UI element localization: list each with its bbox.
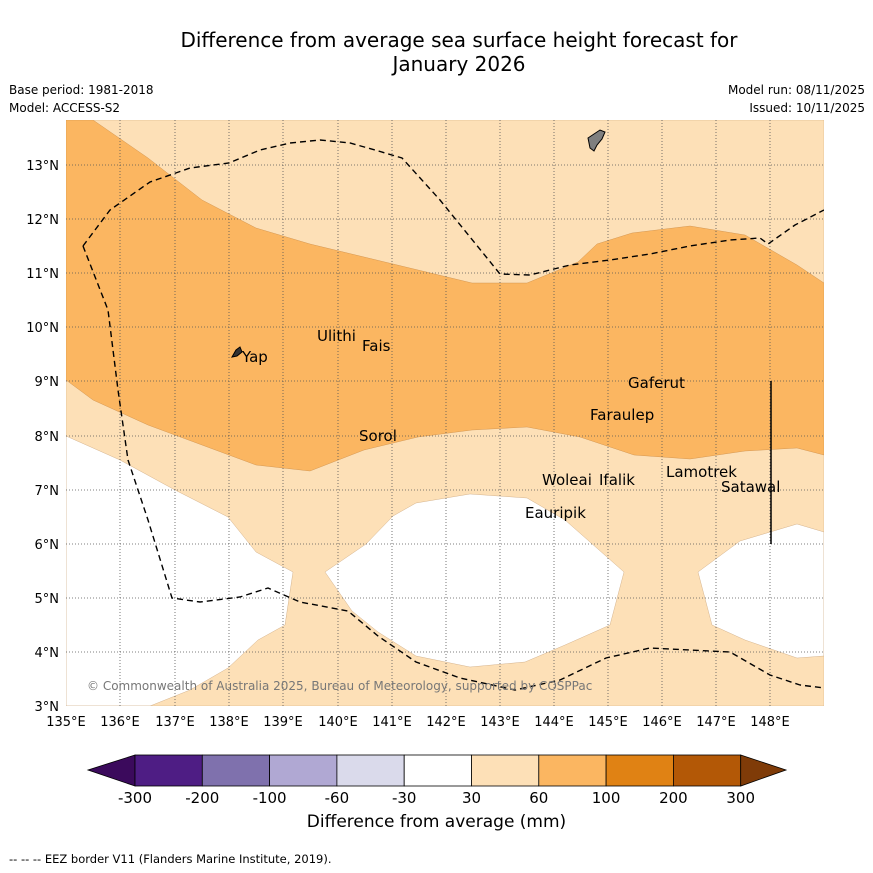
colorbar-title: Difference from average (mm) (306, 812, 567, 832)
copyright-text: © Commonwealth of Australia 2025, Bureau… (87, 679, 592, 693)
meta-left: Base period: 1981-2018 Model: ACCESS-S2 (9, 81, 154, 117)
svg-text:3°N: 3°N (35, 700, 60, 715)
place-ulithi: Ulithi (317, 327, 356, 345)
svg-text:-60: -60 (325, 789, 350, 807)
place-lamotrek: Lamotrek (666, 463, 737, 481)
colorbar-bin (201, 754, 271, 787)
svg-text:-30: -30 (392, 789, 417, 807)
svg-text:137°E: 137°E (155, 715, 195, 730)
issued-date: Issued: 10/11/2025 (749, 101, 865, 115)
title-line-1: Difference from average sea surface heig… (180, 28, 738, 52)
svg-text:10°N: 10°N (26, 321, 59, 336)
place-eauripik: Eauripik (525, 504, 586, 522)
svg-text:141°E: 141°E (372, 715, 412, 730)
eez-footnote: -- -- -- EEZ border V11 (Flanders Marine… (9, 852, 332, 866)
colorbar-bin (403, 754, 472, 787)
place-sorol: Sorol (359, 427, 397, 445)
colorbar-bin (471, 754, 540, 787)
place-labels: Yap Ulithi Fais Sorol Gaferut Faraulep L… (241, 327, 780, 522)
colorbar-bin (134, 754, 203, 787)
svg-text:12°N: 12°N (26, 213, 59, 228)
yap-island (231, 346, 243, 358)
place-woleai: Woleai (542, 471, 592, 489)
svg-text:4°N: 4°N (35, 646, 60, 661)
svg-text:6°N: 6°N (35, 538, 60, 553)
svg-text:-100: -100 (253, 789, 287, 807)
meta-right: Model run: 08/11/2025 Issued: 10/11/2025 (728, 81, 865, 117)
lon-tick-labels: 135°E 136°E 137°E 138°E 139°E 140°E 141°… (46, 715, 790, 730)
svg-text:147°E: 147°E (696, 715, 736, 730)
base-period: Base period: 1981-2018 (9, 83, 154, 97)
svg-text:9°N: 9°N (35, 375, 60, 390)
lat-tick-labels: 3°N 4°N 5°N 6°N 7°N 8°N 9°N 10°N 11°N 12… (26, 159, 59, 715)
svg-text:146°E: 146°E (642, 715, 682, 730)
svg-text:100: 100 (592, 789, 621, 807)
graticule (66, 120, 824, 706)
place-fais: Fais (362, 337, 391, 355)
svg-text:300: 300 (726, 789, 755, 807)
svg-text:-300: -300 (118, 789, 152, 807)
place-yap: Yap (241, 348, 268, 366)
svg-text:138°E: 138°E (209, 715, 249, 730)
colorbar-labels: -300 -200 -100 -60 -30 30 60 100 200 300 (118, 789, 755, 807)
svg-text:139°E: 139°E (263, 715, 303, 730)
title-line-2: January 2026 (392, 52, 526, 76)
colorbar-bin (673, 754, 742, 787)
place-faraulep: Faraulep (590, 406, 654, 424)
svg-text:8°N: 8°N (35, 430, 60, 445)
svg-text:30: 30 (462, 789, 481, 807)
svg-text:144°E: 144°E (534, 715, 574, 730)
colorbar-bin (269, 754, 338, 787)
colorbar-bin (336, 754, 405, 787)
svg-text:11°N: 11°N (26, 267, 59, 282)
guam-island (587, 129, 606, 152)
svg-text:-200: -200 (185, 789, 219, 807)
svg-text:136°E: 136°E (100, 715, 140, 730)
svg-text:148°E: 148°E (750, 715, 790, 730)
svg-text:60: 60 (529, 789, 548, 807)
model-name: Model: ACCESS-S2 (9, 101, 121, 115)
eez-border (82, 139, 824, 691)
place-gaferut: Gaferut (628, 374, 685, 392)
svg-text:143°E: 143°E (480, 715, 520, 730)
place-satawal: Satawal (721, 478, 780, 496)
colorbar-bin (538, 754, 607, 787)
colorbar-bin (605, 754, 674, 787)
svg-text:145°E: 145°E (588, 715, 628, 730)
colorbar (86, 754, 788, 787)
model-run: Model run: 08/11/2025 (727, 83, 865, 97)
colorbar-extend-high (740, 754, 788, 787)
svg-text:135°E: 135°E (46, 715, 86, 730)
svg-text:13°N: 13°N (26, 159, 59, 174)
svg-text:7°N: 7°N (35, 484, 60, 499)
svg-text:200: 200 (659, 789, 688, 807)
svg-text:5°N: 5°N (35, 592, 60, 607)
colorbar-extend-low (86, 754, 136, 787)
svg-text:142°E: 142°E (426, 715, 466, 730)
chart-title: Difference from average sea surface heig… (0, 28, 873, 76)
svg-text:140°E: 140°E (318, 715, 358, 730)
place-ifalik: Ifalik (599, 471, 635, 489)
